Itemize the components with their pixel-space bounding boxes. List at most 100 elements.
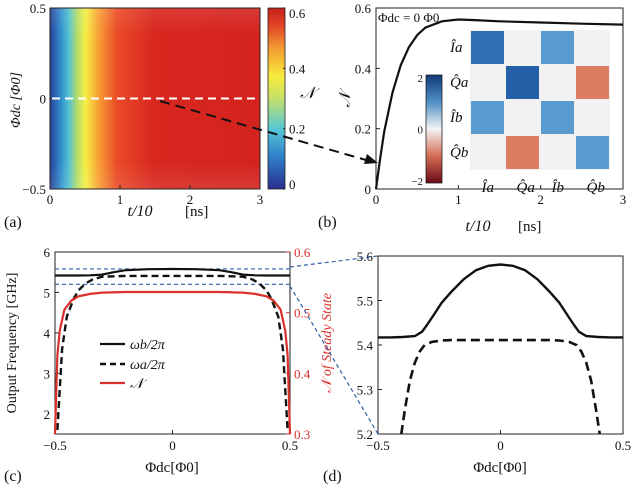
heatmap-xtick-label: 3	[257, 192, 264, 207]
linechart-b-xlabel-var: t/10	[466, 218, 491, 235]
linechart-c-ylabel-right: 𝒩 of Steady State	[320, 293, 335, 393]
linechart-b-series-N	[374, 18, 624, 190]
legend-label-omega-b: ωb/2π	[130, 338, 166, 353]
inset-matrix-cell	[506, 66, 539, 99]
inset-matrix-cell	[506, 101, 539, 134]
linechart-d-ytick-label: 5.4	[357, 338, 374, 353]
inset-matrix-cell	[576, 31, 609, 64]
linechart-b-ylabel: 𝒩	[337, 88, 354, 108]
linechart-c-ytick-left-label: 2	[44, 407, 51, 422]
zoom-connector-top	[289, 255, 379, 268]
linechart-d-series-omega-a	[400, 338, 601, 435]
inset-matrix-cell	[541, 136, 574, 169]
heatmap-ylabel: Φdc [Φ0]	[9, 72, 24, 128]
inset-colorbar-tick-label: 2	[418, 73, 424, 85]
linechart-d-frame	[377, 255, 624, 435]
linechart-d-ytick-label: 5.3	[357, 383, 373, 398]
inset-matrix-cell	[541, 66, 574, 99]
panel-label-a: (a)	[4, 214, 22, 231]
inset-matrix-cell	[471, 136, 504, 169]
linechart-d-ytick-label: 5.2	[357, 427, 373, 442]
linechart-b-xtick-label: 0	[373, 192, 380, 207]
linechart-b-annotation: Φdc = 0 Φ0	[378, 10, 439, 25]
heatmap-xtick-label: 2	[187, 192, 194, 207]
linechart-c-ytick-right-label: 0.4	[294, 366, 311, 381]
inset-matrix-cell	[506, 31, 539, 64]
colorbar-tick-label: 0	[289, 177, 296, 192]
linechart-c-legend: ωb/2π ωa/2π 𝒩	[100, 338, 166, 392]
panel-a: 0 1 2 3−0.500.5 Φdc [Φ0] t/10 [ns] (a) 00.2…	[4, 1, 320, 231]
linechart-d-xtick-label: −0.5	[366, 438, 390, 453]
panel-c: −0.5 0 0.5 2 3 4 5 6 0.3 0.4 0.5 0.6 ωb/2π ωa/2π 𝒩 …	[4, 245, 335, 485]
linechart-c-ytick-left-label: 6	[44, 245, 51, 260]
linechart-d-series-omega-b	[378, 263, 623, 339]
heatmap-ticks: 0 1 2 3−0.500.5	[22, 1, 263, 207]
inset-matrix-row-label: Q̂b	[450, 144, 469, 161]
inset-matrix-row-label: Q̂a	[450, 74, 468, 91]
inset-matrix-cell	[576, 66, 609, 99]
inset-matrix-cell	[541, 101, 574, 134]
inset-matrix-col-label: Îb	[551, 179, 565, 196]
linechart-c-series-omega-b	[55, 267, 290, 277]
inset-matrix-row-label: Îb	[449, 109, 463, 126]
heatmap-ytick-label: 0	[40, 92, 47, 107]
linechart-c-ytick-right-label: 0.3	[294, 427, 310, 442]
inset-matrix-cell	[576, 101, 609, 134]
zoom-connector-bottom	[289, 285, 379, 435]
panel-b: 0 1 2 3 0 0.2 0.4 0.6 Φdc = 0 Φ0 𝒩 t/10 [ns] (b…	[318, 1, 626, 235]
inset-matrix-col-label: Q̂b	[587, 179, 606, 196]
linechart-c-xtick-label: −0.5	[43, 438, 67, 453]
inset-colorbar-tick-label: 0	[418, 125, 424, 137]
inset-matrix-cell	[471, 101, 504, 134]
linechart-d-ticks: −0.5 0 0.5 5.2 5.3 5.4 5.5 5.6	[357, 249, 631, 453]
linechart-b-ytick-label: 0.6	[355, 1, 372, 16]
linechart-c-xlabel: Φdc[Φ0]	[145, 460, 199, 476]
linechart-b-xtick-label: 3	[620, 192, 627, 207]
linechart-c-ytick-left-label: 5	[44, 285, 51, 300]
linechart-c-frame	[54, 251, 291, 435]
linechart-c-ylabel-left: Output Frequency [GHz]	[5, 273, 20, 414]
linechart-d-xtick-label: 0	[497, 438, 504, 453]
heatmap-colorbar-ticks: 0 0.2 0.4 0.6	[283, 6, 306, 192]
linechart-b-xtick-label: 2	[537, 192, 544, 207]
linechart-d-ytick-label: 5.6	[357, 249, 374, 264]
inset-matrix-cell	[471, 66, 504, 99]
heatmap-colorbar	[267, 7, 286, 190]
heatmap-ytick-label: −0.5	[22, 182, 46, 197]
inset-matrix-cell	[471, 31, 504, 64]
inset-matrix-row-label: Îa	[449, 39, 463, 56]
linechart-c-xtick-label: 0.5	[282, 438, 298, 453]
legend-label-omega-a: ωa/2π	[130, 358, 166, 373]
heatmap-xtick-label: 1	[117, 192, 124, 207]
connector-arrow-line	[159, 100, 367, 161]
heatmap-colorbar-label: 𝒩	[300, 85, 320, 102]
linechart-c-ytick-right-label: 0.6	[294, 245, 311, 260]
linechart-d-ytick-label: 5.5	[357, 294, 373, 309]
linechart-c-series-N	[53, 290, 292, 435]
heatmap-xlabel-unit: [ns]	[185, 204, 208, 220]
inset-matrix-col-label: Q̂a	[517, 179, 535, 196]
panel-label-d: (d)	[323, 468, 342, 485]
connector-arrow-head	[364, 154, 378, 164]
inset-colorbar	[425, 74, 443, 184]
linechart-b-ytick-label: 0.2	[355, 122, 371, 137]
panel-label-b: (b)	[318, 214, 337, 231]
heatmap-xtick-label: 0	[47, 192, 54, 207]
heatmap-ytick-label: 0.5	[30, 1, 46, 16]
colorbar-tick-label: 0.4	[289, 61, 306, 76]
linechart-c-xtick-label: 0	[169, 438, 176, 453]
inset-matrix-cell	[541, 31, 574, 64]
inset-colorbar-ticks: 2 0 −2	[411, 73, 423, 188]
inset-matrix-cell	[576, 136, 609, 169]
heatmap-xlabel-var: t/10	[128, 203, 153, 220]
inset-matrix-cell	[506, 136, 539, 169]
linechart-c-ytick-right-label: 0.5	[294, 306, 310, 321]
inset-matrix: Îa Q̂a Îb Q̂b Îa Q̂a Îb Q̂b	[449, 30, 610, 196]
panel-d: −0.5 0 0.5 5.2 5.3 5.4 5.5 5.6 Φdc[Φ0] (d)	[323, 249, 631, 485]
linechart-b-ytick-label: 0	[365, 182, 372, 197]
inset-colorbar-tick-label: −2	[411, 176, 423, 188]
linechart-c-ytick-left-label: 4	[44, 326, 51, 341]
linechart-b-xtick-label: 1	[455, 192, 462, 207]
linechart-d-xtick-label: 0.5	[615, 438, 631, 453]
